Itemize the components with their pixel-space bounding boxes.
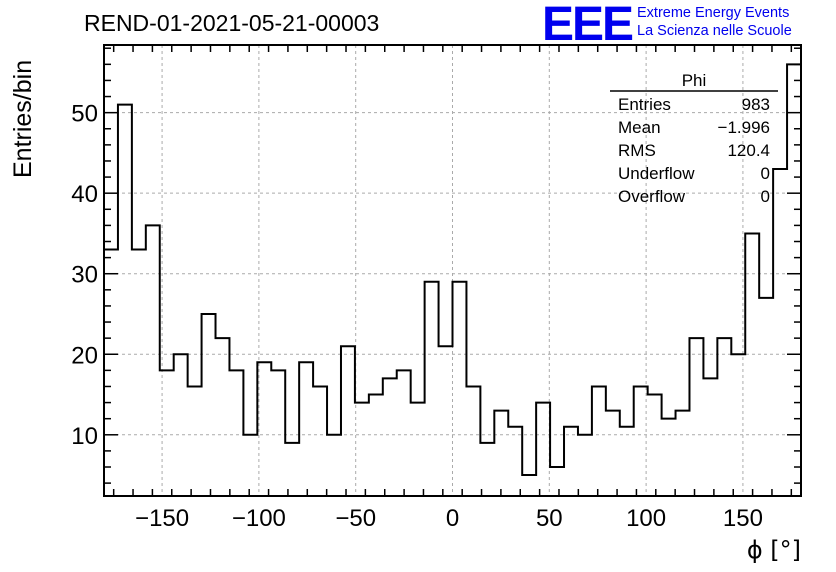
- stats-title: Phi: [682, 71, 707, 90]
- logo-line-1: Extreme Energy Events: [637, 5, 790, 21]
- y-tick-label: 40: [71, 181, 98, 208]
- run-title: REND-01-2021-05-21-00003: [84, 10, 380, 36]
- x-tick-label: 100: [626, 505, 666, 532]
- logo-line-2: La Scienza nelle Scuole: [637, 23, 792, 39]
- stats-row-value: −1.996: [718, 118, 770, 137]
- stats-rows: Entries 983 Mean −1.996 RMS 120.4 Underflow 0 Ov…: [618, 95, 770, 206]
- x-tick-label: −100: [232, 505, 286, 532]
- x-tick-label: 0: [446, 505, 459, 532]
- y-tick-label: 10: [71, 423, 98, 450]
- stats-row-label: Underflow: [618, 164, 695, 183]
- eee-logo-caption: Extreme Energy Events La Scienza nelle S…: [637, 4, 792, 40]
- y-tick-label: 50: [71, 101, 98, 128]
- y-tick-label: 20: [71, 342, 98, 369]
- axis-ticks: [104, 45, 801, 496]
- eee-logo: EEE: [542, 2, 635, 42]
- grid-lines: [104, 45, 801, 496]
- eee-logo-text: EEE: [542, 2, 633, 42]
- stats-row-value: 0: [761, 164, 770, 183]
- stats-row-value: 120.4: [727, 141, 770, 160]
- x-tick-label: −50: [335, 505, 376, 532]
- stats-row-value: 983: [742, 95, 770, 114]
- histogram-step-line: [103, 63, 802, 496]
- stats-row-label: Mean: [618, 118, 661, 137]
- x-axis-label: ϕ [°]: [747, 536, 801, 564]
- tick-labels: −150 −100 −50 0 50 100 150 10 20 30 40 50: [71, 101, 763, 532]
- stats-row-value: 0: [761, 187, 770, 206]
- stats-row-label: Overflow: [618, 187, 686, 206]
- x-tick-label: −150: [135, 505, 189, 532]
- y-axis-label: Entries/bin: [9, 60, 37, 178]
- stats-row-label: Entries: [618, 95, 671, 114]
- stats-row-label: RMS: [618, 141, 656, 160]
- y-tick-label: 30: [71, 262, 98, 289]
- x-tick-label: 50: [536, 505, 563, 532]
- plot-frame: [103, 44, 802, 497]
- stats-box: Phi Entries 983 Mean −1.996 RMS 120.4 Underflo…: [610, 71, 778, 206]
- x-tick-label: 150: [723, 505, 763, 532]
